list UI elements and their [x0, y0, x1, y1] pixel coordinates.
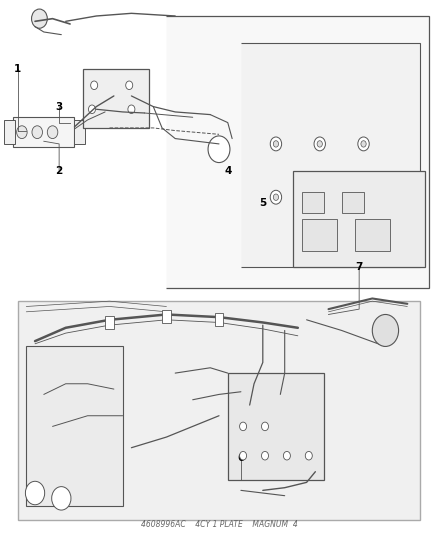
- Text: 2: 2: [56, 166, 63, 175]
- Circle shape: [240, 422, 247, 431]
- Text: 4: 4: [224, 166, 231, 175]
- Polygon shape: [241, 43, 420, 266]
- Circle shape: [314, 190, 325, 204]
- Circle shape: [32, 9, 47, 28]
- Bar: [105, 316, 114, 329]
- Bar: [302, 192, 324, 213]
- Bar: [162, 310, 171, 323]
- Text: 1: 1: [14, 64, 21, 74]
- Circle shape: [317, 141, 322, 147]
- Circle shape: [17, 126, 27, 139]
- Circle shape: [314, 137, 325, 151]
- Circle shape: [88, 105, 95, 114]
- Circle shape: [208, 136, 230, 163]
- Text: 3: 3: [56, 102, 63, 111]
- Circle shape: [361, 141, 366, 147]
- Circle shape: [47, 126, 58, 139]
- Bar: [228, 373, 324, 480]
- Text: 5: 5: [259, 198, 266, 207]
- Polygon shape: [166, 16, 429, 288]
- Circle shape: [317, 194, 322, 200]
- Circle shape: [52, 487, 71, 510]
- Bar: [355, 219, 390, 251]
- Circle shape: [273, 141, 279, 147]
- Bar: [342, 192, 364, 213]
- Circle shape: [261, 451, 268, 460]
- Bar: [293, 171, 425, 266]
- Bar: [302, 219, 337, 251]
- Bar: [74, 120, 85, 144]
- Bar: [26, 346, 123, 506]
- Bar: [83, 69, 149, 128]
- Bar: [215, 313, 223, 326]
- Text: 6: 6: [237, 454, 244, 463]
- Circle shape: [283, 451, 290, 460]
- Circle shape: [361, 194, 366, 200]
- Text: 7: 7: [356, 262, 363, 271]
- Circle shape: [358, 190, 369, 204]
- Bar: [4, 120, 15, 144]
- Circle shape: [25, 481, 45, 505]
- Circle shape: [128, 105, 135, 114]
- Bar: [18, 301, 420, 520]
- Circle shape: [126, 81, 133, 90]
- Circle shape: [240, 451, 247, 460]
- Bar: [13, 117, 74, 147]
- Circle shape: [372, 314, 399, 346]
- Circle shape: [305, 451, 312, 460]
- Circle shape: [270, 190, 282, 204]
- Circle shape: [91, 81, 98, 90]
- Text: 4608996AC    4CY 1 PLATE    MAGNUM  4: 4608996AC 4CY 1 PLATE MAGNUM 4: [141, 520, 297, 529]
- Circle shape: [273, 194, 279, 200]
- Circle shape: [261, 422, 268, 431]
- Circle shape: [32, 126, 42, 139]
- Circle shape: [358, 137, 369, 151]
- Circle shape: [270, 137, 282, 151]
